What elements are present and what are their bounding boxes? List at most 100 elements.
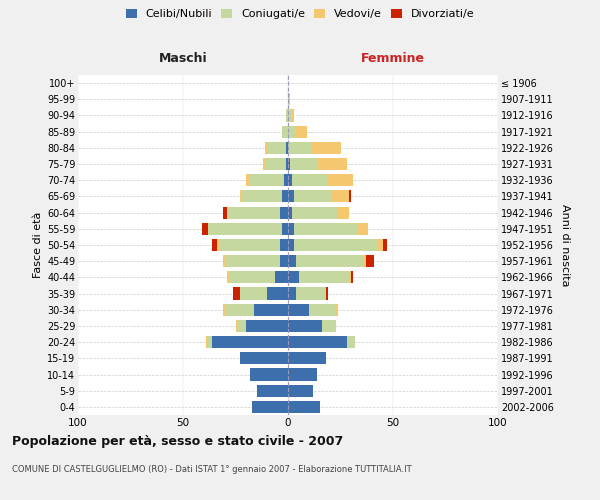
Bar [263, 158, 265, 170]
Bar [347, 336, 355, 348]
Bar [219, 239, 280, 251]
Bar [296, 255, 364, 268]
Bar [223, 304, 225, 316]
Bar [280, 255, 288, 268]
Bar [366, 255, 374, 268]
Bar [265, 142, 267, 154]
Bar [337, 304, 338, 316]
Bar [225, 255, 280, 268]
Bar [288, 352, 326, 364]
Bar [240, 190, 242, 202]
Bar [295, 190, 332, 202]
Bar [212, 336, 288, 348]
Text: Popolazione per età, sesso e stato civile - 2007: Popolazione per età, sesso e stato civil… [12, 435, 343, 448]
Bar [349, 272, 351, 283]
Bar [288, 368, 317, 380]
Bar [292, 110, 295, 122]
Bar [286, 110, 288, 122]
Bar [240, 352, 288, 364]
Bar [288, 190, 295, 202]
Bar [282, 222, 288, 235]
Bar [217, 239, 218, 251]
Bar [309, 304, 337, 316]
Bar [288, 174, 292, 186]
Text: Maschi: Maschi [158, 52, 208, 66]
Bar [288, 320, 322, 332]
Bar [206, 336, 208, 348]
Bar [252, 401, 288, 413]
Bar [288, 272, 299, 283]
Bar [235, 320, 238, 332]
Bar [288, 304, 309, 316]
Bar [282, 126, 288, 138]
Bar [288, 401, 320, 413]
Bar [317, 158, 347, 170]
Bar [288, 142, 311, 154]
Bar [208, 222, 282, 235]
Bar [288, 93, 290, 106]
Bar [223, 255, 225, 268]
Bar [383, 239, 387, 251]
Bar [326, 288, 328, 300]
Bar [250, 368, 288, 380]
Bar [267, 288, 288, 300]
Bar [208, 336, 212, 348]
Bar [288, 336, 347, 348]
Bar [250, 174, 284, 186]
Bar [292, 206, 338, 218]
Y-axis label: Fasce di età: Fasce di età [32, 212, 43, 278]
Bar [242, 190, 282, 202]
Bar [267, 142, 286, 154]
Bar [299, 272, 349, 283]
Bar [311, 142, 341, 154]
Bar [227, 206, 280, 218]
Bar [227, 272, 229, 283]
Bar [229, 272, 275, 283]
Bar [379, 239, 383, 251]
Bar [238, 320, 246, 332]
Bar [286, 158, 288, 170]
Text: COMUNE DI CASTELGUGLIELMO (RO) - Dati ISTAT 1° gennaio 2007 - Elaborazione TUTTI: COMUNE DI CASTELGUGLIELMO (RO) - Dati IS… [12, 465, 412, 474]
Bar [275, 272, 288, 283]
Bar [364, 255, 366, 268]
Bar [288, 206, 292, 218]
Bar [288, 158, 290, 170]
Bar [288, 288, 296, 300]
Bar [288, 110, 292, 122]
Bar [225, 304, 254, 316]
Bar [212, 239, 217, 251]
Bar [254, 304, 288, 316]
Bar [202, 222, 208, 235]
Bar [288, 126, 296, 138]
Bar [296, 288, 326, 300]
Bar [295, 222, 358, 235]
Y-axis label: Anni di nascita: Anni di nascita [560, 204, 571, 286]
Bar [288, 384, 313, 397]
Bar [296, 126, 307, 138]
Bar [257, 384, 288, 397]
Bar [349, 190, 351, 202]
Bar [284, 174, 288, 186]
Bar [295, 239, 379, 251]
Bar [332, 190, 349, 202]
Bar [290, 158, 317, 170]
Bar [223, 206, 227, 218]
Bar [292, 174, 328, 186]
Bar [322, 320, 337, 332]
Bar [351, 272, 353, 283]
Bar [246, 320, 288, 332]
Bar [288, 222, 295, 235]
Bar [280, 239, 288, 251]
Bar [282, 190, 288, 202]
Bar [233, 288, 240, 300]
Bar [288, 255, 296, 268]
Bar [246, 174, 250, 186]
Bar [328, 174, 353, 186]
Bar [286, 142, 288, 154]
Legend: Celibi/Nubili, Coniugati/e, Vedovi/e, Divorziati/e: Celibi/Nubili, Coniugati/e, Vedovi/e, Di… [122, 6, 478, 22]
Text: Femmine: Femmine [361, 52, 425, 66]
Bar [280, 206, 288, 218]
Bar [338, 206, 349, 218]
Bar [358, 222, 368, 235]
Bar [240, 288, 267, 300]
